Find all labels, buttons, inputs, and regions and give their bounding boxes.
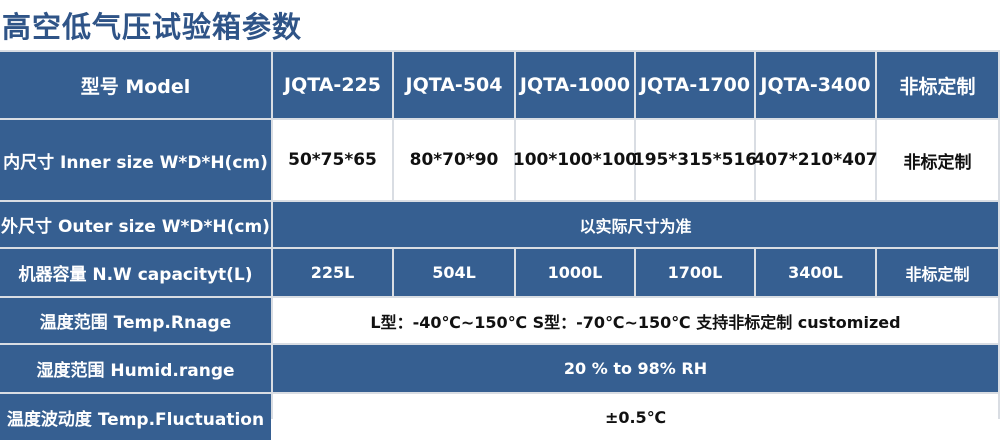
row-label: 外尺寸 Outer size W*D*H(cm): [0, 202, 271, 247]
table-cell: 1000L: [516, 249, 634, 296]
table-cell: 195*315*516: [633, 120, 757, 200]
table-cell: 50*75*65: [273, 120, 392, 200]
table-cell: 504L: [394, 249, 514, 296]
table-cell: 非标定制: [877, 120, 998, 200]
model-header: JQTA-3400: [756, 52, 875, 118]
header-label: 型号 Model: [0, 52, 271, 118]
model-header: JQTA-504: [394, 52, 514, 118]
table-cell: 100*100*100: [513, 120, 637, 200]
table-cell: 225L: [273, 249, 392, 296]
row-label: 机器容量 N.W capacityt(L): [0, 249, 271, 296]
model-header: JQTA-225: [273, 52, 392, 118]
row-label: 温度波动度 Temp.Fluctuation: [0, 394, 271, 440]
table-cell: 1700L: [636, 249, 754, 296]
table-cell: ±0.5℃: [273, 394, 998, 440]
table-cell: 3400L: [756, 249, 875, 296]
table-cell: L型：-40℃~150℃ S型：-70℃~150℃ 支持非标定制 customi…: [273, 298, 998, 343]
table-cell: 20 % to 98% RH: [273, 345, 998, 392]
row-label: 内尺寸 Inner size W*D*H(cm): [0, 120, 271, 200]
row-label: 温度范围 Temp.Rnage: [0, 298, 271, 343]
model-header: JQTA-1700: [636, 52, 754, 118]
model-header: 非标定制: [877, 52, 998, 118]
table-cell: 非标定制: [877, 249, 998, 296]
table-cell: 以实际尺寸为准: [273, 202, 998, 247]
page-title: 高空低气压试验箱参数: [2, 10, 303, 44]
table-cell: 80*70*90: [394, 120, 514, 200]
table-cell: 407*210*407: [753, 120, 878, 200]
row-label: 湿度范围 Humid.range: [0, 345, 271, 392]
model-header: JQTA-1000: [516, 52, 634, 118]
